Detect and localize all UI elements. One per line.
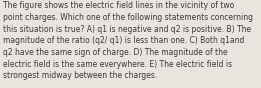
Text: The figure shows the electric field lines in the vicinity of two
point charges. : The figure shows the electric field line… <box>3 1 253 80</box>
